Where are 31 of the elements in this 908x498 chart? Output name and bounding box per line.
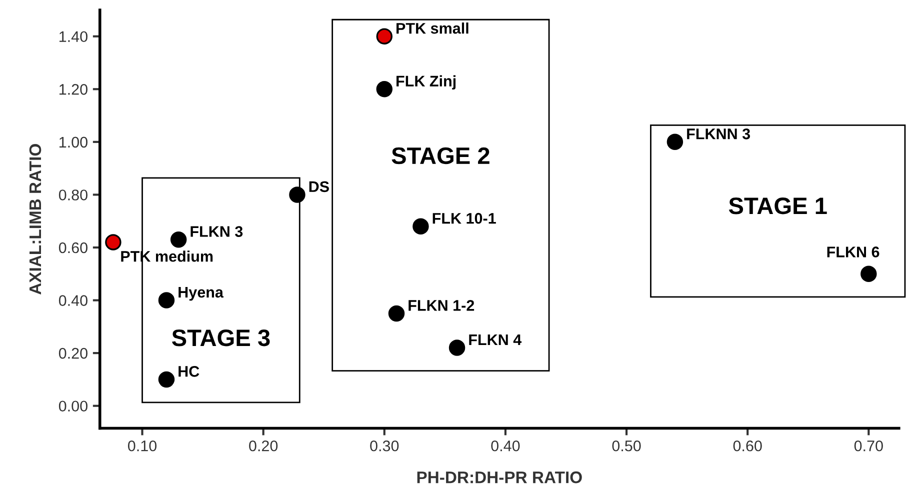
y-tick-label: 0.80 (58, 190, 88, 200)
annotation: FLKN 4 (469, 334, 522, 346)
band-label: STAGE 1 (728, 198, 827, 214)
y-tick-label: 0.00 (58, 400, 88, 412)
annotation: FLK 10-1 (432, 212, 496, 224)
x-tick-label: 0.10 (128, 440, 157, 452)
y-tick-label: 0.20 (58, 348, 88, 359)
x-axis-title: PH-DR:DH-PR RATIO (417, 471, 582, 484)
x-tick-label: 0.40 (491, 440, 520, 452)
annotation: DS (309, 181, 329, 192)
band-label: STAGE 3 (172, 329, 270, 346)
annotation: FLKNN 3 (687, 128, 750, 140)
y-tick-label: 0.40 (58, 295, 88, 306)
x-tick-label: 0.50 (612, 440, 641, 452)
annotation: PTK small (396, 22, 468, 34)
y-tick-label: 1.20 (60, 84, 88, 95)
y-axis-title: AXIAL:LIMB RATIO (29, 144, 42, 294)
annotation: FLK Zinj (396, 75, 456, 90)
y-tick-label: 1.00 (60, 136, 88, 148)
annotation: HC (178, 366, 200, 377)
annotation: FLKN 6 (827, 246, 880, 258)
y-tick-label: 1.40 (60, 31, 88, 42)
annotation: FLKN 1-2 (408, 300, 474, 311)
band-label: STAGE 2 (392, 147, 490, 164)
annotation: FLKN 3 (190, 226, 243, 237)
x-tick-label: 0.20 (249, 440, 278, 452)
y-tick-label: 0.60 (58, 242, 88, 254)
x-tick-label: 0.30 (370, 440, 399, 452)
x-tick-label: 0.60 (733, 440, 762, 452)
annotation: Hyena (178, 286, 224, 301)
x-tick-label: 0.70 (854, 440, 883, 452)
